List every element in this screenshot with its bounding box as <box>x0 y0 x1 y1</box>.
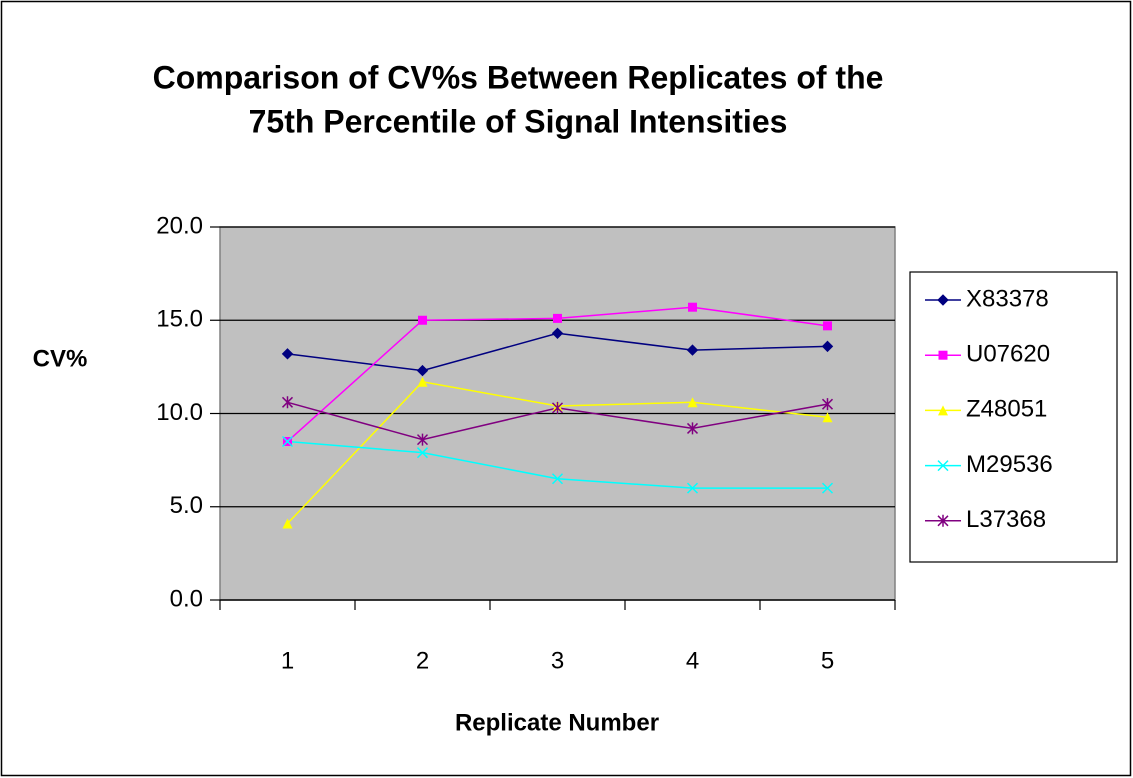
marker <box>553 313 562 323</box>
chart-title: Comparison of CV%s Between Replicates of… <box>153 59 884 95</box>
marker <box>821 398 834 411</box>
y-tick-label: 0.0 <box>170 585 203 612</box>
marker <box>551 401 564 414</box>
x-tick-label: 3 <box>551 647 564 674</box>
marker <box>417 376 428 387</box>
x-axis-label: Replicate Number <box>455 709 659 736</box>
legend-label: Z48051 <box>966 396 1047 423</box>
marker <box>551 327 564 340</box>
marker <box>416 364 429 377</box>
y-axis-label: CV% <box>33 345 88 372</box>
marker <box>282 518 293 529</box>
marker <box>281 396 294 409</box>
marker <box>281 348 294 360</box>
marker <box>686 422 699 435</box>
marker <box>823 321 832 331</box>
marker <box>551 473 564 485</box>
marker <box>281 435 294 448</box>
legend-label: U07620 <box>966 341 1050 368</box>
legend-label: L37368 <box>966 506 1046 533</box>
marker <box>821 340 834 353</box>
marker <box>416 433 429 446</box>
marker <box>937 294 949 306</box>
marker <box>418 315 427 325</box>
y-tick-label: 15.0 <box>156 306 203 333</box>
marker <box>938 350 948 360</box>
marker <box>687 397 698 408</box>
legend-label: X83378 <box>966 285 1049 312</box>
y-tick-label: 20.0 <box>156 212 203 239</box>
marker <box>938 405 948 416</box>
marker <box>416 447 429 459</box>
marker <box>686 482 699 494</box>
marker <box>821 482 834 494</box>
chart-title: 75th Percentile of Signal Intensities <box>249 103 788 139</box>
marker <box>822 412 833 423</box>
x-tick-label: 1 <box>281 647 294 674</box>
y-tick-label: 5.0 <box>170 492 203 519</box>
marker <box>937 460 949 472</box>
marker <box>686 344 699 356</box>
x-tick-label: 4 <box>686 647 699 674</box>
x-tick-label: 2 <box>416 647 429 674</box>
marker <box>937 514 949 527</box>
x-tick-label: 5 <box>821 647 834 674</box>
marker <box>688 302 697 312</box>
y-tick-label: 10.0 <box>156 399 203 426</box>
legend-label: M29536 <box>966 451 1053 478</box>
legend-box <box>909 271 1118 563</box>
